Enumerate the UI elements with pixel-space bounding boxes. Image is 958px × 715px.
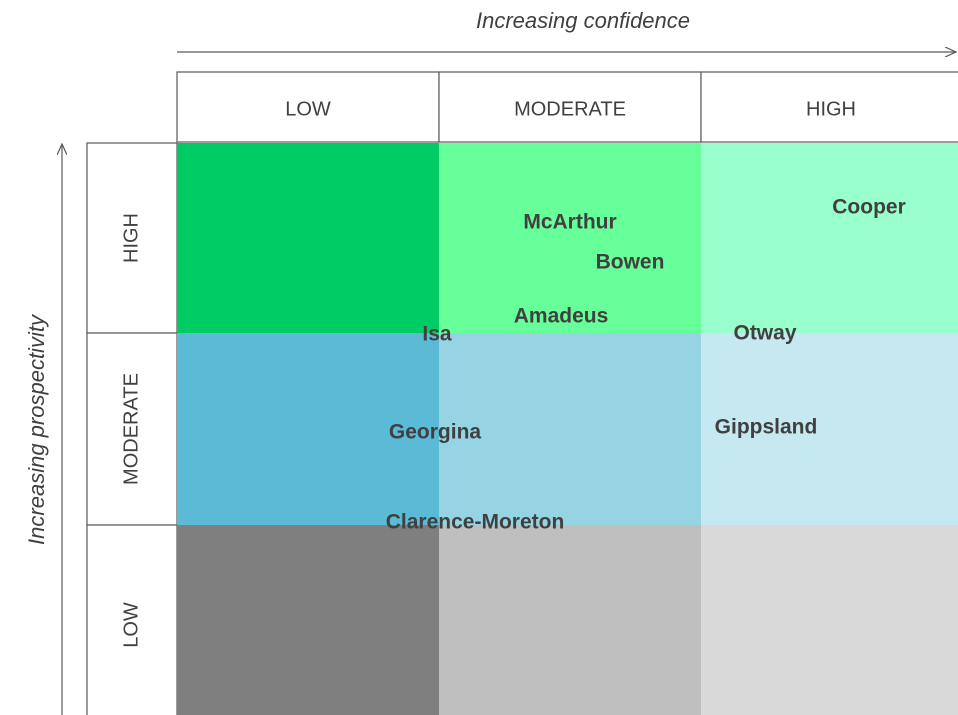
cell	[177, 525, 439, 715]
cell	[439, 525, 701, 715]
row-header	[86, 142, 178, 334]
basin-label: McArthur	[523, 211, 616, 234]
column-header	[176, 71, 440, 143]
basin-label: Isa	[422, 323, 452, 346]
column-label: MODERATE	[514, 98, 626, 120]
row-label: MODERATE	[120, 373, 142, 485]
column-label: HIGH	[806, 98, 856, 120]
cell	[439, 143, 701, 333]
basin-label: Otway	[733, 322, 796, 345]
basin-label: Cooper	[832, 196, 906, 219]
basin-label: Georgina	[389, 421, 482, 444]
column-label: LOW	[285, 98, 331, 120]
basin-label: Gippsland	[715, 416, 818, 439]
x-axis-label: Increasing confidence	[476, 8, 690, 33]
row-header	[86, 332, 178, 526]
cell	[177, 143, 439, 333]
basin-label: Amadeus	[514, 305, 609, 328]
cell	[701, 333, 958, 525]
y-axis-label: Increasing prospectivity	[24, 313, 49, 545]
column-header	[438, 71, 702, 143]
row-header	[86, 524, 178, 715]
cell	[439, 333, 701, 525]
cell	[177, 333, 439, 525]
row-label: HIGH	[120, 213, 142, 263]
cell	[701, 143, 958, 333]
column-header	[700, 71, 958, 143]
basin-label: Clarence-Moreton	[386, 511, 565, 534]
row-label: LOW	[120, 602, 142, 648]
basin-label: Bowen	[596, 251, 665, 274]
cell	[701, 525, 958, 715]
